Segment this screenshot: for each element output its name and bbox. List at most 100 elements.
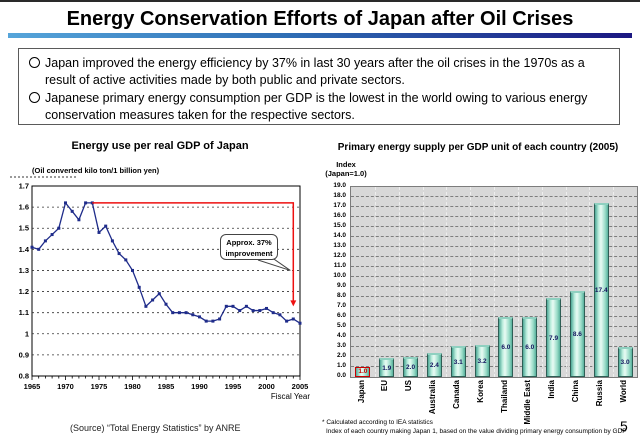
gridline xyxy=(351,186,637,187)
circle-bullet-icon xyxy=(29,90,45,123)
bullet-text: Japanese primary energy consumption per … xyxy=(45,91,588,122)
footnote-line1: * Calculated according to IEA statistics xyxy=(322,419,433,426)
y-axis-tick-label: 19.0 xyxy=(333,182,346,189)
svg-text:2005: 2005 xyxy=(292,382,309,391)
column-separator xyxy=(470,187,472,377)
column-separator xyxy=(446,187,448,377)
source-text: (Source) “Total Energy Statistics” by AN… xyxy=(70,423,241,433)
y-axis-tick-label: 0.0 xyxy=(336,372,346,379)
svg-text:1975: 1975 xyxy=(91,382,108,391)
bar-value-label: 6.0 xyxy=(525,344,535,351)
bar-value-label: 7.9 xyxy=(549,334,559,342)
bullet-text: Japan improved the energy efficiency by … xyxy=(45,56,585,87)
bar-value-label: 2.4 xyxy=(429,362,439,369)
bar-australia: 2.4 xyxy=(426,353,442,377)
bar-value-label: 1.9 xyxy=(382,364,392,372)
y-axis-tick-label: 8.0 xyxy=(336,292,346,299)
bar-korea: 3.2 xyxy=(474,345,490,377)
svg-text:1980: 1980 xyxy=(124,382,141,391)
y-axis-tick-label: 9.0 xyxy=(336,282,346,289)
svg-text:1.3: 1.3 xyxy=(19,266,29,275)
y-axis-tick-label: 7.0 xyxy=(336,302,346,309)
summary-box: Japan improved the energy efficiency by … xyxy=(18,48,620,125)
svg-text:1: 1 xyxy=(25,329,29,338)
column-separator xyxy=(422,187,424,377)
bar-value-label: 3.0 xyxy=(620,359,630,366)
bar-value-label: 6.0 xyxy=(501,344,511,351)
callout-line2: improvement xyxy=(225,248,273,258)
bar-us: 2.0 xyxy=(403,357,419,377)
column-separator xyxy=(541,187,543,377)
column-separator xyxy=(374,187,376,377)
bar-value-label: 3.1 xyxy=(453,358,463,366)
y-axis-tick-label: 6.0 xyxy=(336,312,346,319)
line-chart: Energy use per real GDP of Japan (Oil co… xyxy=(8,138,312,410)
y-axis-tick-label: 10.0 xyxy=(333,272,346,279)
y-axis-tick-label: 11.0 xyxy=(333,262,346,269)
column-separator xyxy=(398,187,400,377)
bar-value-label: 2.0 xyxy=(406,364,416,371)
svg-text:1.7: 1.7 xyxy=(19,182,29,191)
index-label-line1: Index xyxy=(336,160,356,169)
y-axis-tick-label: 3.0 xyxy=(336,342,346,349)
bar-china: 8.6 xyxy=(569,291,585,377)
column-separator xyxy=(613,187,615,377)
y-axis-tick-label: 16.0 xyxy=(333,212,346,219)
y-axis-tick-label: 5.0 xyxy=(336,322,346,329)
column-separator xyxy=(565,187,567,377)
svg-text:1.2: 1.2 xyxy=(19,287,29,296)
y-axis-tick-label: 2.0 xyxy=(336,352,346,359)
footnote-line2: Index of each country making Japan 1, ba… xyxy=(326,428,627,435)
slide-title: Energy Conservation Efforts of Japan aft… xyxy=(66,8,574,30)
title-underline xyxy=(8,33,632,38)
svg-text:1970: 1970 xyxy=(57,382,74,391)
y-axis-tick-label: 4.0 xyxy=(336,332,346,339)
bar-eu: 1.9 xyxy=(379,358,395,377)
svg-text:2000: 2000 xyxy=(258,382,275,391)
bar-chart-title: Primary energy supply per GDP unit of ea… xyxy=(337,142,619,153)
bar-chart-plot: 1.0 1.9 2.0 2.4 3.1 3.2 6.0 6.0 7.9 8.6 17.4 3.0 xyxy=(350,186,638,378)
bar-value-label: 1.0 xyxy=(358,368,368,375)
line-chart-unit-label: (Oil converted kilo ton/1 billion yen) xyxy=(32,166,160,175)
column-separator xyxy=(517,187,519,377)
struck-text-artifact xyxy=(10,176,76,178)
bullet-item: Japanese primary energy consumption per … xyxy=(29,90,611,123)
bar-russia: 17.4 xyxy=(593,203,609,377)
column-separator xyxy=(589,187,591,377)
svg-text:1985: 1985 xyxy=(158,382,175,391)
index-label-line2: (Japan=1.0) xyxy=(325,169,367,179)
svg-text:1.4: 1.4 xyxy=(19,245,30,254)
bar-middle-east: 6.0 xyxy=(522,317,538,377)
svg-text:1.5: 1.5 xyxy=(19,224,29,233)
x-axis-title: Fiscal Year xyxy=(270,392,310,401)
bar-canada: 3.1 xyxy=(450,346,466,377)
bar-value-label: 3.2 xyxy=(477,358,487,365)
bullet-item: Japan improved the energy efficiency by … xyxy=(29,55,611,88)
svg-text:1995: 1995 xyxy=(225,382,242,391)
page-number: 5 xyxy=(620,418,628,434)
y-axis-tick-label: 17.0 xyxy=(333,202,346,209)
bar-chart-index-label: Index (Japan=1.0) xyxy=(320,160,372,179)
y-axis-tick-label: 1.0 xyxy=(336,362,346,369)
svg-text:1.6: 1.6 xyxy=(19,203,29,212)
y-axis-tick-label: 13.0 xyxy=(333,242,346,249)
y-axis-tick-label: 15.0 xyxy=(333,222,346,229)
y-axis-tick-label: 14.0 xyxy=(333,232,346,239)
bar-world: 3.0 xyxy=(617,347,633,377)
bar-value-label: 17.4 xyxy=(594,287,608,294)
bar-chart: Primary energy supply per GDP unit of ea… xyxy=(318,140,638,440)
line-chart-title: Energy use per real GDP of Japan xyxy=(71,140,249,152)
callout-line1: Approx. 37% xyxy=(226,238,272,247)
svg-text:0.9: 0.9 xyxy=(19,350,29,359)
improvement-callout: Approx. 37% improvement xyxy=(220,234,278,260)
svg-text:1990: 1990 xyxy=(191,382,208,391)
column-separator xyxy=(494,187,495,377)
svg-text:1.1: 1.1 xyxy=(19,308,29,317)
bar-value-label: 8.6 xyxy=(572,331,582,338)
svg-text:1965: 1965 xyxy=(24,382,41,391)
bar-japan: 1.0 xyxy=(355,367,371,377)
y-axis-tick-label: 12.0 xyxy=(333,252,346,259)
circle-bullet-icon xyxy=(29,55,45,88)
